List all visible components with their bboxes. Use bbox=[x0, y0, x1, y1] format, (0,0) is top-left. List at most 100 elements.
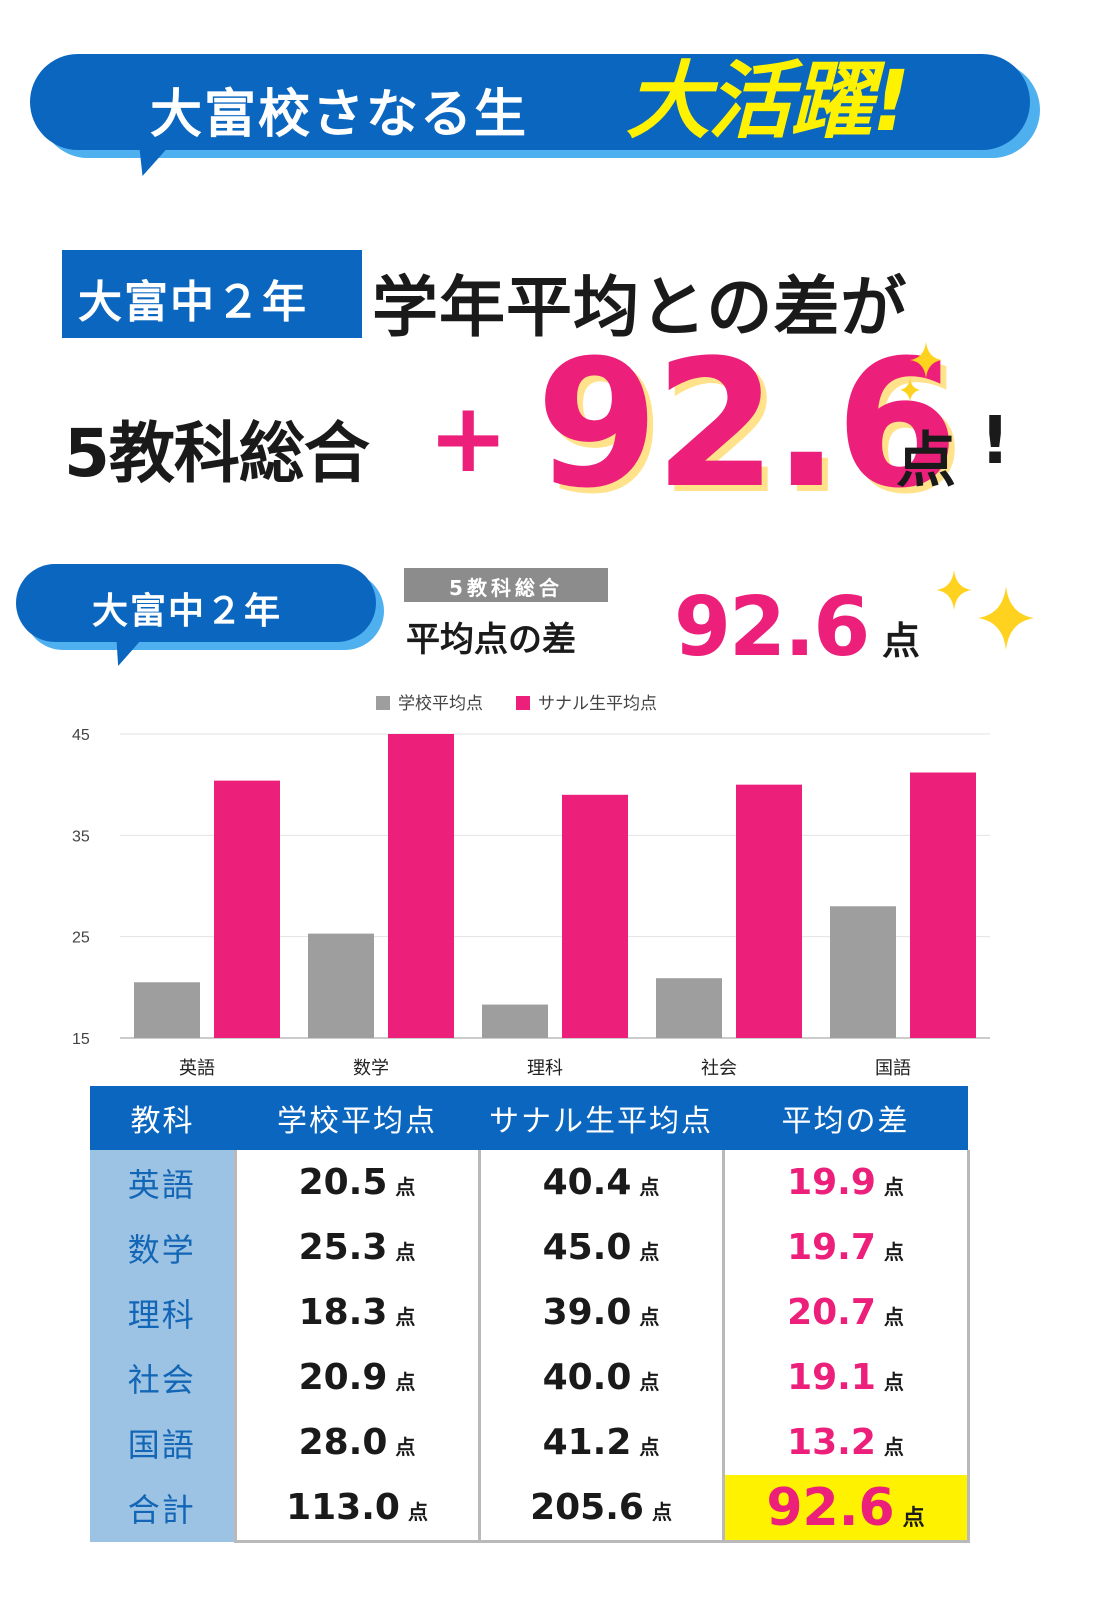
x-category-label: 数学 bbox=[353, 1058, 389, 1079]
cell-unit: 点 bbox=[639, 1435, 660, 1459]
cell-value: 20.7 bbox=[787, 1292, 876, 1333]
school-avg-cell: 20.9 点 bbox=[233, 1345, 481, 1410]
table-row: 合計 113.0 点 205.6 点 92.6 点 bbox=[90, 1475, 970, 1543]
banner-accent-text: 大活躍! bbox=[626, 52, 910, 150]
headline-unit: 点 bbox=[896, 426, 956, 496]
diff-cell: 20.7 点 bbox=[721, 1280, 970, 1345]
score-table: 教科 学校平均点 サナル生平均点 平均の差 英語 20.5 点 40.4 点 19.9 点数… bbox=[90, 1086, 970, 1543]
table-row: 国語 28.0 点 41.2 点 13.2 点 bbox=[90, 1410, 970, 1475]
average-diff-value: 92.6 bbox=[674, 580, 870, 675]
diff-cell: 19.9 点 bbox=[721, 1150, 970, 1215]
headline-exclamation: ! bbox=[980, 402, 1011, 479]
sparkle-icon bbox=[936, 570, 1034, 650]
school-avg-bar-1 bbox=[308, 933, 374, 1038]
x-category-label: 理科 bbox=[527, 1058, 563, 1079]
cell-value: 25.3 bbox=[298, 1227, 388, 1268]
cell-value: 合計 bbox=[127, 1491, 196, 1530]
cell-unit: 点 bbox=[639, 1175, 660, 1199]
cell-value: 39.0 bbox=[542, 1292, 632, 1333]
legend-swatch bbox=[376, 696, 390, 710]
sanaru-avg-cell: 41.2 点 bbox=[477, 1410, 725, 1475]
cell-unit: 点 bbox=[639, 1240, 660, 1264]
headline-text: 学年平均との差が bbox=[372, 269, 908, 346]
y-tick-label: 45 bbox=[72, 727, 90, 744]
average-diff-unit: 点 bbox=[882, 619, 921, 663]
subject-total-chip bbox=[404, 568, 608, 602]
cell-value: 19.9 bbox=[787, 1162, 876, 1203]
cell-unit: 点 bbox=[395, 1175, 416, 1199]
headline-score: 92.6 bbox=[536, 322, 958, 527]
cell-unit: 点 bbox=[395, 1435, 416, 1459]
score-bar-chart: 学校平均点 サナル生平均点 15 25 35 45 英語 数学 理科 社会 国語 bbox=[72, 694, 990, 1079]
subject-cell: 数学 bbox=[90, 1215, 237, 1280]
cell-value: 理科 bbox=[127, 1295, 196, 1334]
subject-cell: 英語 bbox=[90, 1150, 237, 1215]
cell-value: 数学 bbox=[127, 1230, 196, 1269]
legend-label: 学校平均点 bbox=[398, 694, 483, 714]
cell-unit: 点 bbox=[883, 1435, 904, 1459]
y-tick-label: 35 bbox=[72, 828, 90, 845]
sanaru-avg-cell: 40.0 点 bbox=[477, 1345, 725, 1410]
cell-value: 113.0 bbox=[286, 1487, 400, 1528]
school-bubble bbox=[16, 564, 376, 642]
school-avg-bar-2 bbox=[482, 1004, 548, 1038]
cell-value: 18.3 bbox=[298, 1292, 388, 1333]
sanaru-avg-cell: 45.0 点 bbox=[477, 1215, 725, 1280]
cell-value: 19.7 bbox=[787, 1227, 876, 1268]
school-badge bbox=[62, 250, 362, 338]
cell-unit: 点 bbox=[395, 1305, 416, 1329]
table-row: 英語 20.5 点 40.4 点 19.9 点 bbox=[90, 1150, 970, 1215]
school-avg-bar-4 bbox=[830, 906, 896, 1038]
cell-unit: 点 bbox=[651, 1500, 672, 1524]
title-banner bbox=[30, 54, 1030, 150]
chart-bars bbox=[134, 734, 976, 1038]
cell-value: 19.1 bbox=[787, 1357, 876, 1398]
subject-total-label: 5教科総合 bbox=[64, 415, 370, 492]
cell-unit: 点 bbox=[883, 1305, 904, 1329]
cell-value: 国語 bbox=[127, 1425, 196, 1464]
cell-unit: 点 bbox=[639, 1305, 660, 1329]
subject-total-chip-label: 5教科総合 bbox=[449, 576, 563, 600]
total-diff-cell: 92.6 点 bbox=[721, 1475, 970, 1543]
school-badge-label: 大富中２年 bbox=[78, 277, 308, 328]
sanaru-avg-cell: 205.6 点 bbox=[477, 1475, 725, 1543]
cell-value: 40.4 bbox=[542, 1162, 632, 1203]
header-school-avg: 学校平均点 bbox=[235, 1086, 479, 1150]
cell-value: 28.0 bbox=[298, 1422, 388, 1463]
school-avg-cell: 28.0 点 bbox=[233, 1410, 481, 1475]
table-row: 理科 18.3 点 39.0 点 20.7 点 bbox=[90, 1280, 970, 1345]
cell-value: 40.0 bbox=[542, 1357, 632, 1398]
cell-value: 20.9 bbox=[298, 1357, 388, 1398]
x-category-label: 国語 bbox=[875, 1058, 911, 1079]
sanaru-avg-cell: 40.4 点 bbox=[477, 1150, 725, 1215]
subject-cell: 社会 bbox=[90, 1345, 237, 1410]
cell-value: 92.6 bbox=[766, 1477, 895, 1538]
header-avg-diff: 平均の差 bbox=[723, 1086, 968, 1150]
school-avg-cell: 18.3 点 bbox=[233, 1280, 481, 1345]
diff-cell: 13.2 点 bbox=[721, 1410, 970, 1475]
subject-cell: 理科 bbox=[90, 1280, 237, 1345]
school-avg-bar-3 bbox=[656, 978, 722, 1038]
x-category-label: 英語 bbox=[179, 1058, 215, 1079]
table-row: 数学 25.3 点 45.0 点 19.7 点 bbox=[90, 1215, 970, 1280]
diff-cell: 19.1 点 bbox=[721, 1345, 970, 1410]
header-sanaru-avg: サナル生平均点 bbox=[479, 1086, 723, 1150]
subject-cell: 国語 bbox=[90, 1410, 237, 1475]
legend-swatch bbox=[516, 696, 530, 710]
sanaru-avg-bar-0 bbox=[214, 780, 280, 1038]
cell-unit: 点 bbox=[407, 1500, 428, 1524]
plus-sign: + bbox=[428, 382, 509, 494]
table-header-row: 教科 学校平均点 サナル生平均点 平均の差 bbox=[90, 1086, 968, 1150]
x-category-label: 社会 bbox=[701, 1058, 737, 1079]
school-avg-bar-0 bbox=[134, 982, 200, 1038]
cell-value: 13.2 bbox=[787, 1422, 876, 1463]
sanaru-avg-cell: 39.0 点 bbox=[477, 1280, 725, 1345]
cell-unit: 点 bbox=[395, 1370, 416, 1394]
sanaru-avg-bar-3 bbox=[736, 784, 802, 1038]
subject-cell: 合計 bbox=[90, 1475, 237, 1542]
y-tick-label: 15 bbox=[72, 1031, 90, 1048]
cell-unit: 点 bbox=[639, 1370, 660, 1394]
cell-unit: 点 bbox=[883, 1175, 904, 1199]
cell-unit: 点 bbox=[883, 1370, 904, 1394]
table-row: 社会 20.9 点 40.0 点 19.1 点 bbox=[90, 1345, 970, 1410]
